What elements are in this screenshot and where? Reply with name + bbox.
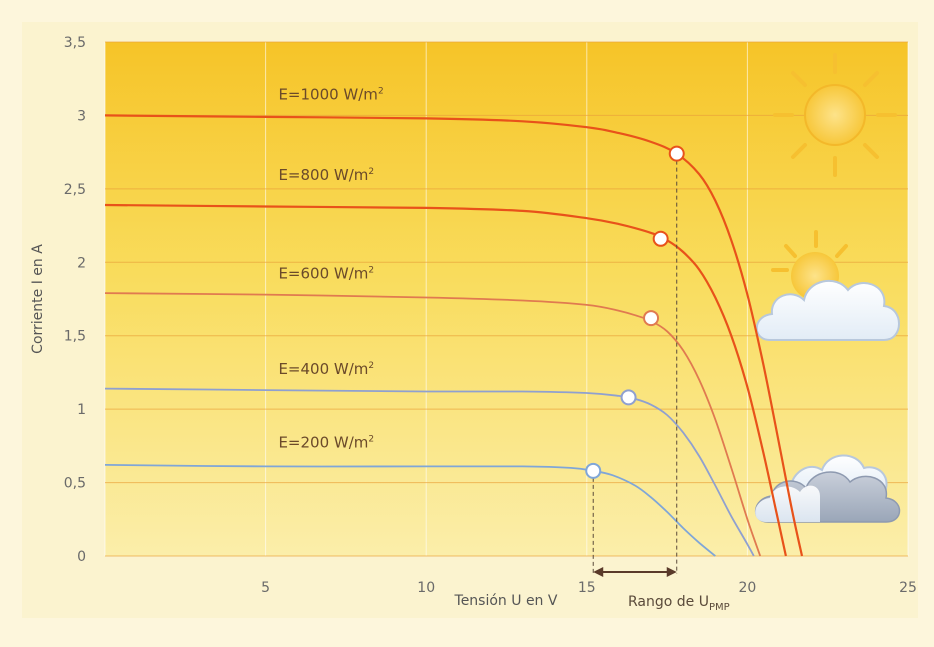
range-annotation: Rango de UPMP (592, 153, 730, 613)
grid (104, 41, 909, 557)
series-label: E=600 W/m2 (278, 264, 374, 282)
mpp-point (620, 389, 637, 406)
series-line (104, 387, 755, 557)
series-line (104, 292, 762, 557)
sun-icon (773, 53, 897, 177)
y-tick-label: 0,5 (64, 476, 86, 492)
y-tick-label: 2 (77, 255, 86, 271)
mpp-point (652, 230, 669, 247)
mpp-point (585, 462, 602, 479)
y-tick-label: 1 (77, 402, 86, 418)
y-tick-label: 1,5 (64, 329, 86, 345)
x-tick-label: 5 (261, 580, 270, 596)
y-tick-label: 0 (77, 549, 86, 565)
x-tick-label: 25 (899, 580, 917, 596)
range-arrowhead (666, 567, 677, 577)
y-tick-label: 3,5 (64, 35, 86, 51)
y-tick-label: 3 (77, 108, 86, 124)
series-label: E=400 W/m2 (278, 360, 374, 378)
tick-labels: 5 10 15 20 25 0 0,5 1 1,5 2 2,5 3 3,5 (64, 35, 917, 596)
range-label: Rango de UPMP (628, 594, 730, 613)
mpp-points (585, 145, 685, 479)
partly-cloudy-icon (755, 230, 900, 341)
series-labels: E=1000 W/m2 E=800 W/m2 E=600 W/m2 E=400 W/m… (278, 85, 383, 451)
mpp-point (643, 310, 660, 327)
x-tick-label: 10 (417, 580, 435, 596)
range-arrowhead (593, 567, 604, 577)
series-label: E=200 W/m2 (278, 433, 374, 451)
x-axis-title: Tensión U en V (454, 593, 558, 609)
mpp-point (668, 145, 685, 162)
series-label: E=800 W/m2 (278, 166, 374, 184)
y-axis-title: Corriente I en A (30, 244, 46, 354)
series-label: E=1000 W/m2 (278, 85, 383, 103)
y-tick-label: 2,5 (64, 182, 86, 198)
x-tick-label: 20 (738, 580, 756, 596)
x-tick-label: 15 (578, 580, 596, 596)
